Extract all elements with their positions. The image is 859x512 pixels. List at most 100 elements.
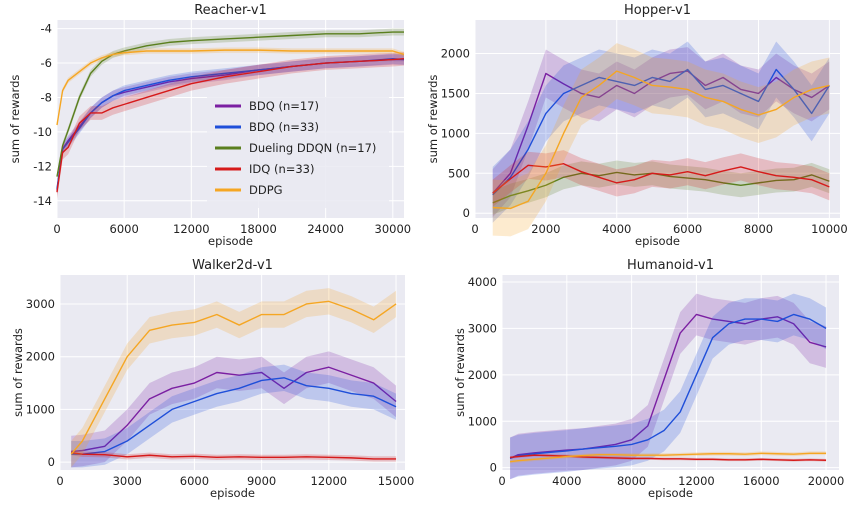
series-line <box>492 70 830 194</box>
series-line <box>510 452 827 463</box>
y-tick-label: 3000 <box>26 297 55 311</box>
legend-entry: Dueling DDQN (n=17) <box>249 141 376 155</box>
series-idq-n-33 <box>510 453 827 462</box>
series-line <box>509 313 827 460</box>
series-ddpg <box>56 47 405 128</box>
x-tick-label: 6000 <box>110 222 139 236</box>
x-tick-label: 6000 <box>180 474 209 488</box>
y-tick-label: 1000 <box>468 414 497 428</box>
legend-entry: BDQ (n=33) <box>249 120 319 134</box>
legend-entry: DDPG <box>249 183 283 197</box>
series-bdq-n-17 <box>492 47 830 218</box>
x-tick-label: 0 <box>471 222 478 236</box>
series-idq-n-33 <box>56 51 405 200</box>
subplot-4: 0 4000 8000 12000 16000 20000 0 1000 2000 3000 400… <box>453 258 844 500</box>
confidence-band <box>57 53 404 194</box>
x-tick-label: 8000 <box>744 222 773 236</box>
y-axis-label: sum of rewards <box>426 75 440 164</box>
x-tick-label: 20000 <box>808 474 845 488</box>
x-tick-label: 6000 <box>673 222 702 236</box>
x-tick-label: 30000 <box>375 222 412 236</box>
chart-title: Humanoid-v1 <box>627 258 714 273</box>
x-tick-label: 12000 <box>678 474 715 488</box>
y-tick-label: 0 <box>490 461 497 475</box>
series-bdq-n-17 <box>71 351 397 468</box>
x-tick-label: 4000 <box>602 222 631 236</box>
confidence-band <box>510 293 827 480</box>
confidence-band <box>71 288 397 468</box>
y-tick-label: 0 <box>463 206 470 220</box>
x-tick-label: 18000 <box>240 222 277 236</box>
y-tick-label: -4 <box>41 22 52 36</box>
x-tick-label: 12000 <box>311 474 348 488</box>
confidence-band <box>71 351 397 468</box>
series-idq-n-33 <box>71 449 397 462</box>
y-tick-label: 1000 <box>26 402 55 416</box>
y-tick-label: -12 <box>33 159 52 173</box>
chart-title: Hopper-v1 <box>624 3 691 18</box>
x-tick-label: 24000 <box>307 222 344 236</box>
x-axis-label: episode <box>635 234 680 248</box>
series-bdq-n-33 <box>492 41 830 223</box>
series-bdq-n-17 <box>509 293 827 480</box>
subplot-2: 0 2000 4000 6000 8000 10000 0 500 1000 1500 2000 Ho… <box>426 3 848 248</box>
confidence-band <box>510 293 827 480</box>
chart-title: Walker2d-v1 <box>192 258 273 273</box>
y-tick-label: 3000 <box>468 321 497 335</box>
series-line <box>56 58 405 193</box>
series-line <box>71 377 397 455</box>
x-axis-label: episode <box>210 486 255 500</box>
y-axis-label: sum of rewards <box>8 75 22 164</box>
confidence-band <box>57 54 404 196</box>
y-tick-label: -14 <box>33 194 52 208</box>
y-tick-label: 4000 <box>468 275 497 289</box>
x-tick-label: 0 <box>53 222 60 236</box>
confidence-band <box>71 449 397 462</box>
x-tick-label: 15000 <box>378 474 415 488</box>
x-axis-label: episode <box>208 234 253 248</box>
x-tick-label: 16000 <box>743 474 780 488</box>
series-line <box>56 31 404 177</box>
x-axis-label: episode <box>648 486 693 500</box>
series-dueling-ddqn-n-17 <box>56 28 404 181</box>
series-ddpg <box>492 43 830 237</box>
y-tick-label: -8 <box>41 90 52 104</box>
series-line <box>70 300 397 455</box>
legend-entry: IDQ (n=33) <box>249 162 315 176</box>
y-tick-label: 1500 <box>441 86 470 100</box>
y-tick-label: 1000 <box>441 126 470 140</box>
y-tick-label: -6 <box>41 56 52 70</box>
x-tick-label: 3000 <box>113 474 142 488</box>
confidence-band <box>57 51 404 200</box>
confidence-band <box>492 43 830 237</box>
series-ddpg <box>510 451 827 464</box>
legend: BDQ (n=17) BDQ (n=33) Dueling DDQN (n=17) I… <box>207 97 389 208</box>
confidence-band <box>492 150 830 207</box>
x-tick-label: 9000 <box>247 474 276 488</box>
series-line <box>71 451 397 460</box>
x-tick-label: 0 <box>56 474 63 488</box>
series-line <box>492 70 830 210</box>
confidence-band <box>492 47 830 218</box>
y-tick-label: 2000 <box>468 368 497 382</box>
y-tick-label: 2000 <box>26 350 55 364</box>
x-tick-label: 4000 <box>552 474 581 488</box>
subplot-3: 0 3000 6000 9000 12000 15000 0 1000 2000 3000 Walk… <box>11 258 414 500</box>
legend-entry: BDQ (n=17) <box>249 99 319 113</box>
plot-area <box>502 275 839 470</box>
y-tick-label: 2000 <box>441 47 470 61</box>
x-tick-label: 10000 <box>811 222 848 236</box>
x-tick-label: 12000 <box>173 222 210 236</box>
x-tick-label: 0 <box>498 474 505 488</box>
series-line <box>510 454 827 461</box>
chart-title: Reacher-v1 <box>194 3 267 18</box>
series-line <box>509 313 827 460</box>
series-line <box>492 171 830 204</box>
y-tick-label: -10 <box>33 125 52 139</box>
y-axis-label: sum of rewards <box>453 328 467 417</box>
series-line <box>71 366 397 453</box>
series-dueling-ddqn-n-17 <box>492 160 830 215</box>
subplot-1: 0 6000 12000 18000 24000 30000 -14 -12 -10 -8 -6 -4… <box>8 3 411 248</box>
